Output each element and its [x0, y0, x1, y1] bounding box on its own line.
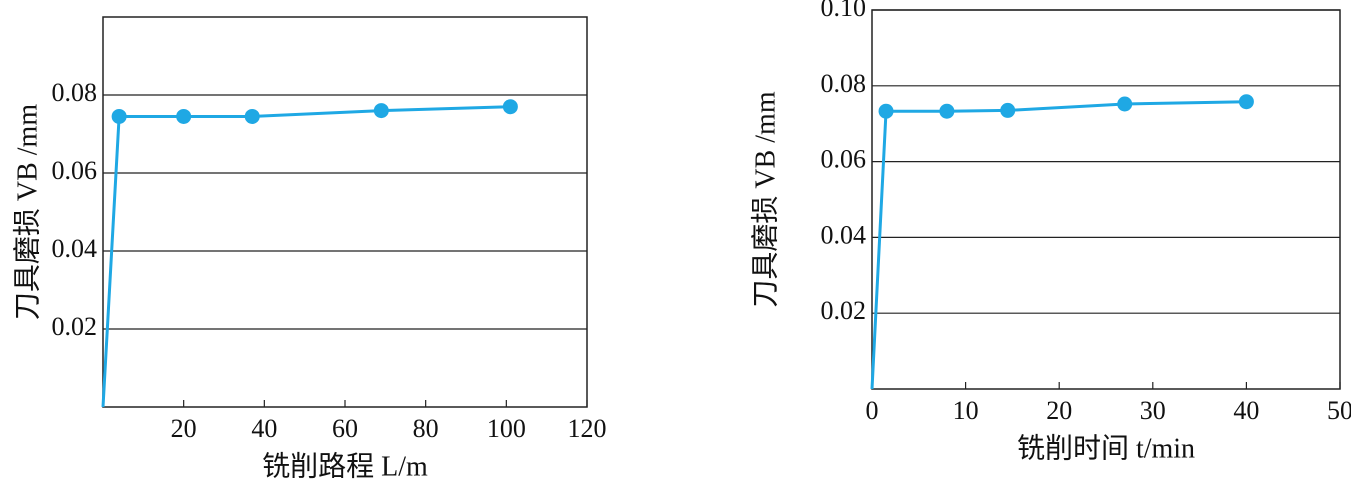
data-point [373, 103, 389, 119]
x-tick-label: 100 [487, 414, 526, 443]
subplot: 0.02 0.04 0.06 0.08 20 40 60 80 100 120 铣削路程 L/m 刀具… [11, 16, 607, 482]
x-tick-label: 10 [953, 396, 979, 425]
x-tick-label: 20 [1046, 396, 1072, 425]
x-tick-label: 120 [568, 414, 607, 443]
data-point [939, 103, 955, 119]
y-tick-label: 0.06 [821, 145, 867, 174]
x-tick-label: 50 [1327, 396, 1351, 425]
subplot: 0.02 0.04 0.06 0.10 0.08 0 10 20 30 40 50 铣削时间 t/mi… [749, 0, 1351, 464]
data-point [1117, 96, 1133, 112]
data-point [176, 108, 192, 124]
x-tick-label: 30 [1140, 396, 1166, 425]
data-line [101, 105, 511, 408]
y-tick-label: 0.10 [821, 0, 867, 22]
x-axis-label: 铣削路程 L/m [262, 450, 428, 482]
data-point [502, 99, 518, 115]
plot-frame [102, 16, 588, 408]
x-tick-label: 0 [866, 396, 879, 425]
x-tick-label: 80 [413, 414, 439, 443]
y-tick-label: 0.08 [821, 69, 867, 98]
data-line [870, 100, 1247, 390]
x-axis-label: 铣削时间 t/min [1017, 432, 1195, 464]
y-tick-label: 0.06 [52, 156, 98, 185]
x-tick-label: 40 [251, 414, 277, 443]
x-tick-label: 20 [171, 414, 197, 443]
x-tick-label: 60 [332, 414, 358, 443]
data-point [111, 108, 127, 124]
y-axis-label: 刀具磨损 VB /mm [11, 104, 43, 320]
data-point [244, 108, 260, 124]
y-tick-label: 0.04 [52, 234, 98, 263]
y-tick-label: 0.08 [52, 78, 98, 107]
plot-frame [871, 9, 1341, 390]
y-axis-label: 刀具磨损 VB /mm [749, 91, 781, 307]
x-tick-label: 40 [1233, 396, 1259, 425]
data-point [1238, 94, 1254, 110]
y-tick-label: 0.04 [821, 220, 867, 249]
y-tick-label: 0.02 [52, 312, 98, 341]
y-tick-label: 0.02 [821, 296, 867, 325]
data-point [1000, 102, 1016, 118]
data-point [878, 103, 894, 119]
